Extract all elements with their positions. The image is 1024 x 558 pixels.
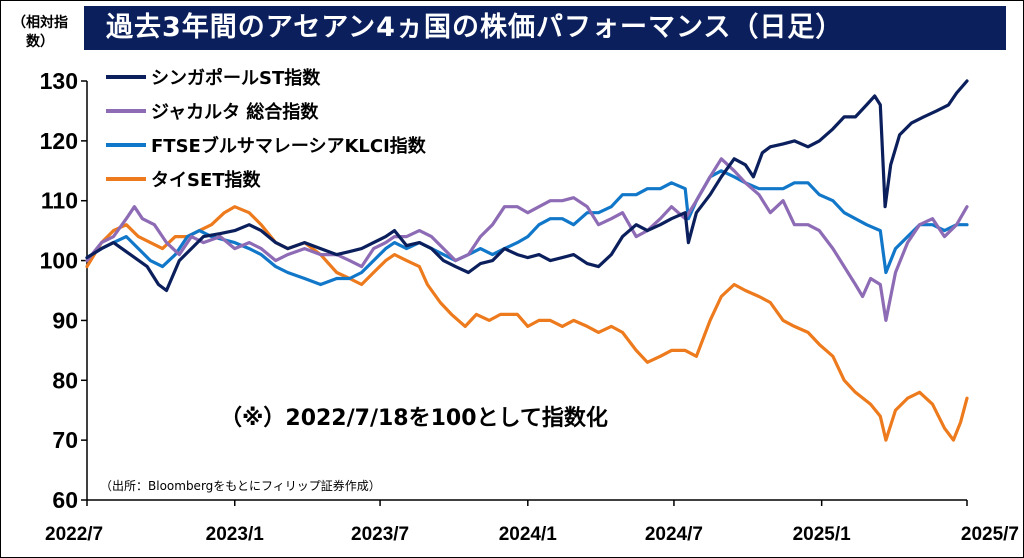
y-tick-label: 70 (52, 427, 78, 453)
source-note: （出所：Bloombergをもとにフィリップ証券作成） (100, 478, 381, 493)
y-tick-label: 120 (40, 128, 78, 154)
y-axis: 60 70 80 90 100 110 120 130 (40, 68, 88, 513)
x-tick-label: 2023/7 (351, 524, 409, 545)
y-tick-label: 110 (41, 188, 78, 214)
index-note: （※）2022/7/18を100として指数化 (220, 405, 608, 431)
y-axis-unit-text: （相対指数） (12, 15, 68, 50)
y-tick-label: 90 (52, 307, 78, 333)
legend-label: ジャカルタ 総合指数 (151, 101, 319, 123)
series-line-2 (85, 169, 969, 287)
y-tick-label: 100 (40, 248, 78, 274)
x-tick-label: 2025/1 (793, 524, 852, 545)
y-axis-unit-label: （相対指数） (10, 14, 70, 52)
series-layer (85, 79, 969, 442)
x-tick-label: 2022/7 (45, 524, 103, 545)
chart-title: 過去3年間のアセアン4ヵ国の株価パフォーマンス（日足） (84, 6, 1006, 50)
legend-label: FTSEブルサマレーシアKLCI指数 (151, 135, 427, 157)
y-tick-label: 130 (40, 68, 78, 94)
x-tick-label: 2025/7 (961, 524, 1019, 545)
y-tick-label: 60 (52, 487, 78, 513)
series-line-0 (85, 79, 969, 293)
y-tick-label: 80 (52, 367, 78, 393)
series-line-3 (85, 205, 969, 442)
legend-label: タイSET指数 (151, 169, 262, 191)
series-line-1 (85, 157, 969, 322)
legend-label: シンガポールST指数 (151, 67, 321, 89)
x-tick-label: 2024/1 (499, 524, 558, 545)
x-tick-label: 2024/7 (645, 524, 703, 545)
x-axis: 2022/7 2023/1 2023/7 2024/1 2024/7 2025/1 2025… (45, 499, 1019, 545)
x-tick-label: 2023/1 (206, 524, 265, 545)
